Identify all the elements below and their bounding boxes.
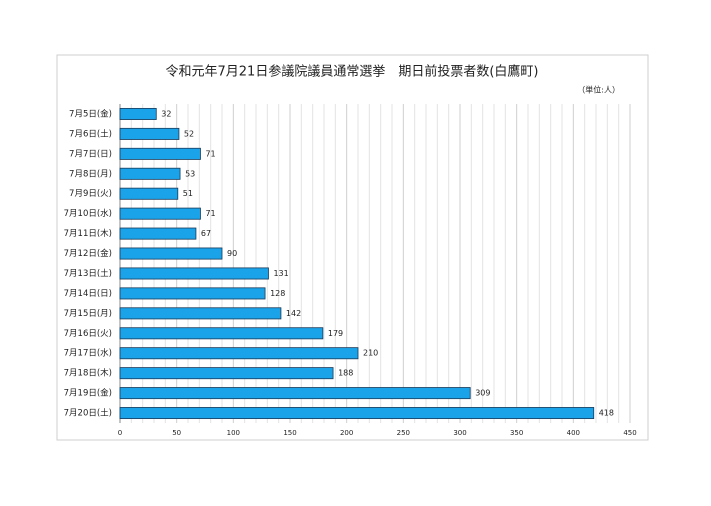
bar [119, 167, 181, 180]
y-tick-label: 7月9日(火) [69, 189, 112, 199]
y-tick-label: 7月6日(土) [69, 128, 112, 139]
unit-note: （単位:人） [577, 85, 620, 95]
bar [119, 247, 223, 260]
y-tick-label: 7月14日(日) [64, 289, 112, 299]
y-tick-label: 7月16日(火) [64, 329, 112, 339]
chart-title: 令和元年7月21日参議院議員通常選挙 期日前投票者数(白鷹町) [166, 64, 539, 80]
y-tick-label: 7月18日(木) [64, 368, 112, 379]
y-tick-label: 7月7日(日) [69, 149, 112, 159]
x-tick-label: 450 [623, 429, 636, 437]
value-label: 67 [201, 229, 211, 238]
x-tick-label: 100 [227, 429, 240, 437]
y-tick-label: 7月12日(金) [64, 248, 112, 259]
bar [119, 387, 471, 400]
value-label: 71 [205, 209, 215, 218]
value-label: 90 [227, 249, 237, 258]
x-tick-label: 350 [510, 429, 523, 437]
x-tick-label: 250 [397, 429, 410, 437]
bar [119, 207, 201, 220]
bar [119, 127, 180, 140]
y-tick-label: 7月8日(月) [69, 169, 112, 179]
value-label: 188 [338, 369, 353, 378]
y-tick-label: 7月11日(木) [64, 228, 112, 239]
value-label: 51 [183, 189, 193, 198]
value-label: 179 [328, 329, 343, 338]
x-tick-label: 400 [567, 429, 580, 437]
y-tick-label: 7月13日(土) [64, 268, 112, 279]
value-label: 71 [205, 149, 215, 158]
bar [119, 287, 266, 300]
bar [119, 407, 595, 420]
y-tick-label: 7月20日(土) [64, 408, 112, 419]
x-tick-label: 0 [118, 429, 122, 437]
y-tick-label: 7月10日(水) [64, 208, 112, 219]
bar [119, 327, 324, 340]
value-label: 131 [273, 269, 288, 278]
bar [119, 347, 359, 360]
value-label: 210 [363, 349, 378, 358]
y-tick-label: 7月17日(水) [64, 348, 112, 359]
bar [119, 147, 201, 160]
x-tick-label: 50 [172, 429, 181, 437]
bar [119, 367, 334, 380]
y-tick-label: 7月19日(金) [64, 388, 112, 399]
value-label: 142 [286, 309, 301, 318]
value-label: 52 [184, 129, 194, 138]
x-tick-label: 200 [340, 429, 353, 437]
value-label: 418 [599, 409, 614, 418]
value-label: 309 [475, 389, 490, 398]
bar [119, 267, 269, 280]
value-label: 32 [161, 109, 171, 118]
bar [119, 107, 157, 120]
bar [119, 227, 197, 240]
x-tick-label: 150 [283, 429, 296, 437]
bar [119, 187, 179, 200]
value-label: 128 [270, 289, 285, 298]
y-tick-label: 7月15日(月) [64, 309, 112, 319]
y-tick-label: 7月5日(金) [69, 108, 112, 119]
x-tick-label: 300 [453, 429, 466, 437]
value-label: 53 [185, 169, 195, 178]
bar [119, 307, 282, 320]
